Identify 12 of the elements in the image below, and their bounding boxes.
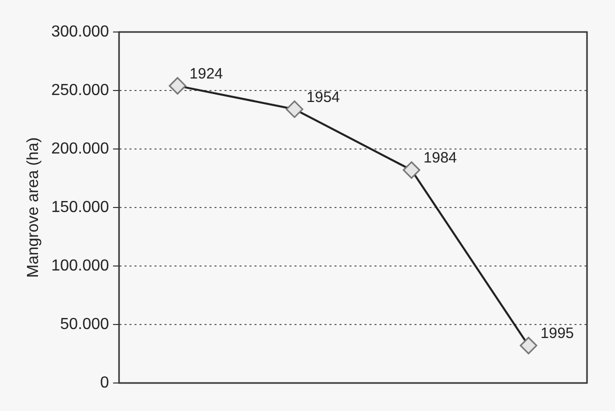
y-tick-label: 50.000 (60, 316, 110, 333)
annotation: 1995 (540, 325, 574, 342)
y-tick-label: 300.000 (51, 23, 110, 40)
y-tick-label: 250.000 (51, 82, 110, 99)
y-axis-title: Mangrove area (ha) (25, 137, 42, 278)
y-tick-label: 200.000 (51, 140, 110, 158)
y-tick-label: 0 (100, 374, 110, 392)
y-tick-label: 150.000 (51, 198, 110, 216)
annotation: 1924 (190, 65, 223, 82)
annotation: 1954 (306, 88, 340, 106)
annotation: 1984 (424, 150, 457, 167)
y-tick-label: 100.000 (51, 257, 110, 274)
